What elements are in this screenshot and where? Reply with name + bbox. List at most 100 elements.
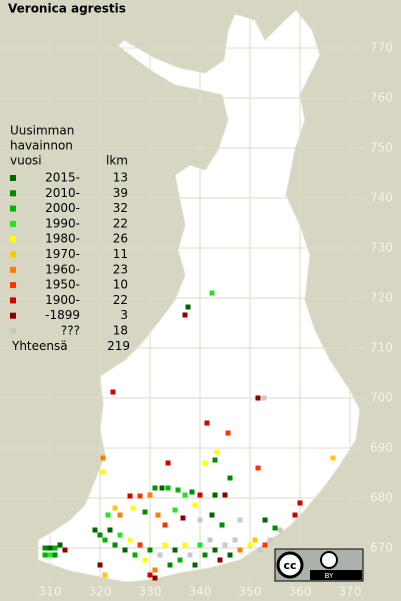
grid: 310 320 330 340 350 360 3707707607507407307207…: [38, 40, 393, 599]
observation: [42, 552, 48, 558]
observation: [57, 542, 63, 548]
observation: [52, 552, 58, 558]
observation: [112, 542, 118, 548]
observation: [47, 552, 53, 558]
observation: [159, 485, 165, 491]
legend-swatch: [10, 328, 16, 334]
observation: [130, 505, 136, 511]
observation: [212, 457, 218, 463]
y-tick-label: 750: [370, 141, 393, 155]
observation: [110, 389, 116, 395]
observation: [117, 512, 123, 518]
legend: 2015- 13 2010- 39 2000- 32 1990- 22 1980- 26 1970-…: [10, 171, 130, 353]
observation: [182, 312, 188, 318]
observation: [52, 545, 58, 551]
observation: [137, 493, 143, 499]
observation: [187, 552, 193, 558]
observation: [97, 532, 103, 538]
y-tick-label: 720: [370, 291, 393, 305]
observation: [192, 562, 198, 568]
legend-count: 3: [120, 308, 128, 322]
y-tick-label: 700: [370, 391, 393, 405]
observation: [137, 542, 143, 548]
legend-label: 1900-: [45, 293, 80, 307]
y-tick-label: 670: [370, 541, 393, 555]
observation: [132, 552, 138, 558]
legend-count: 11: [113, 247, 128, 261]
legend-swatch: [10, 251, 16, 258]
x-tick-label: 320: [89, 585, 112, 599]
legend-swatch: [10, 220, 16, 227]
legend-label: 1960-: [45, 262, 80, 276]
observation: [175, 487, 181, 493]
legend-label: -1899: [45, 308, 80, 322]
legend-count: 10: [113, 278, 128, 292]
observation: [227, 552, 233, 558]
observation: [182, 542, 188, 548]
observation: [202, 460, 208, 466]
legend-count-header: lkm: [106, 154, 128, 168]
observation: [100, 469, 106, 475]
observation: [237, 517, 243, 523]
x-tick-label: 350: [239, 585, 262, 599]
observation: [162, 542, 168, 548]
legend-header: vuosi: [10, 154, 42, 168]
observation: [107, 527, 113, 533]
observation: [262, 517, 268, 523]
legend-label: 2010-: [45, 186, 80, 200]
observation: [62, 547, 68, 553]
observation: [222, 542, 228, 548]
license-badge: cc BY: [274, 548, 364, 582]
observation: [152, 567, 158, 573]
observation: [97, 562, 103, 568]
observation: [222, 492, 228, 498]
legend-swatch: [10, 266, 16, 273]
observation: [142, 557, 148, 563]
observation: [252, 537, 258, 543]
observation: [42, 545, 48, 551]
observation: [212, 492, 218, 498]
x-tick-label: 330: [139, 585, 162, 599]
legend-header: havainnon: [10, 139, 73, 153]
observation: [105, 512, 111, 518]
legend-label: 1950-: [45, 278, 80, 292]
legend-count: 22: [113, 216, 128, 230]
observation: [165, 460, 171, 466]
observation: [102, 572, 108, 578]
observation: [297, 500, 303, 506]
observation: [202, 552, 208, 558]
observation: [185, 304, 191, 310]
observation: [214, 449, 220, 455]
observation: [147, 572, 153, 578]
observation: [209, 290, 215, 296]
observation: [257, 547, 263, 553]
observation: [177, 557, 183, 563]
observation: [172, 507, 178, 513]
y-tick-label: 740: [370, 191, 393, 205]
observation: [142, 509, 148, 515]
legend-count: 18: [113, 324, 128, 338]
x-tick-label: 310: [39, 585, 62, 599]
observation: [152, 485, 158, 491]
title: Veronica agrestis: [8, 2, 126, 16]
observation: [147, 547, 153, 553]
legend-count: 39: [113, 186, 128, 200]
legend-label: 2015-: [45, 171, 80, 185]
legend-swatch: [10, 190, 16, 197]
observation: [155, 512, 161, 518]
observation: [100, 455, 106, 461]
observation: [212, 547, 218, 553]
y-tick-label: 690: [370, 441, 393, 455]
y-tick-label: 760: [370, 91, 393, 105]
observation: [237, 547, 243, 553]
legend-total: 219: [107, 339, 130, 353]
observation: [47, 545, 53, 551]
legend-count: 32: [113, 201, 128, 215]
observations: [42, 290, 336, 581]
observation: [172, 547, 178, 553]
observation: [277, 527, 283, 533]
observation: [207, 537, 213, 543]
observation: [272, 525, 278, 531]
observation: [165, 485, 171, 491]
